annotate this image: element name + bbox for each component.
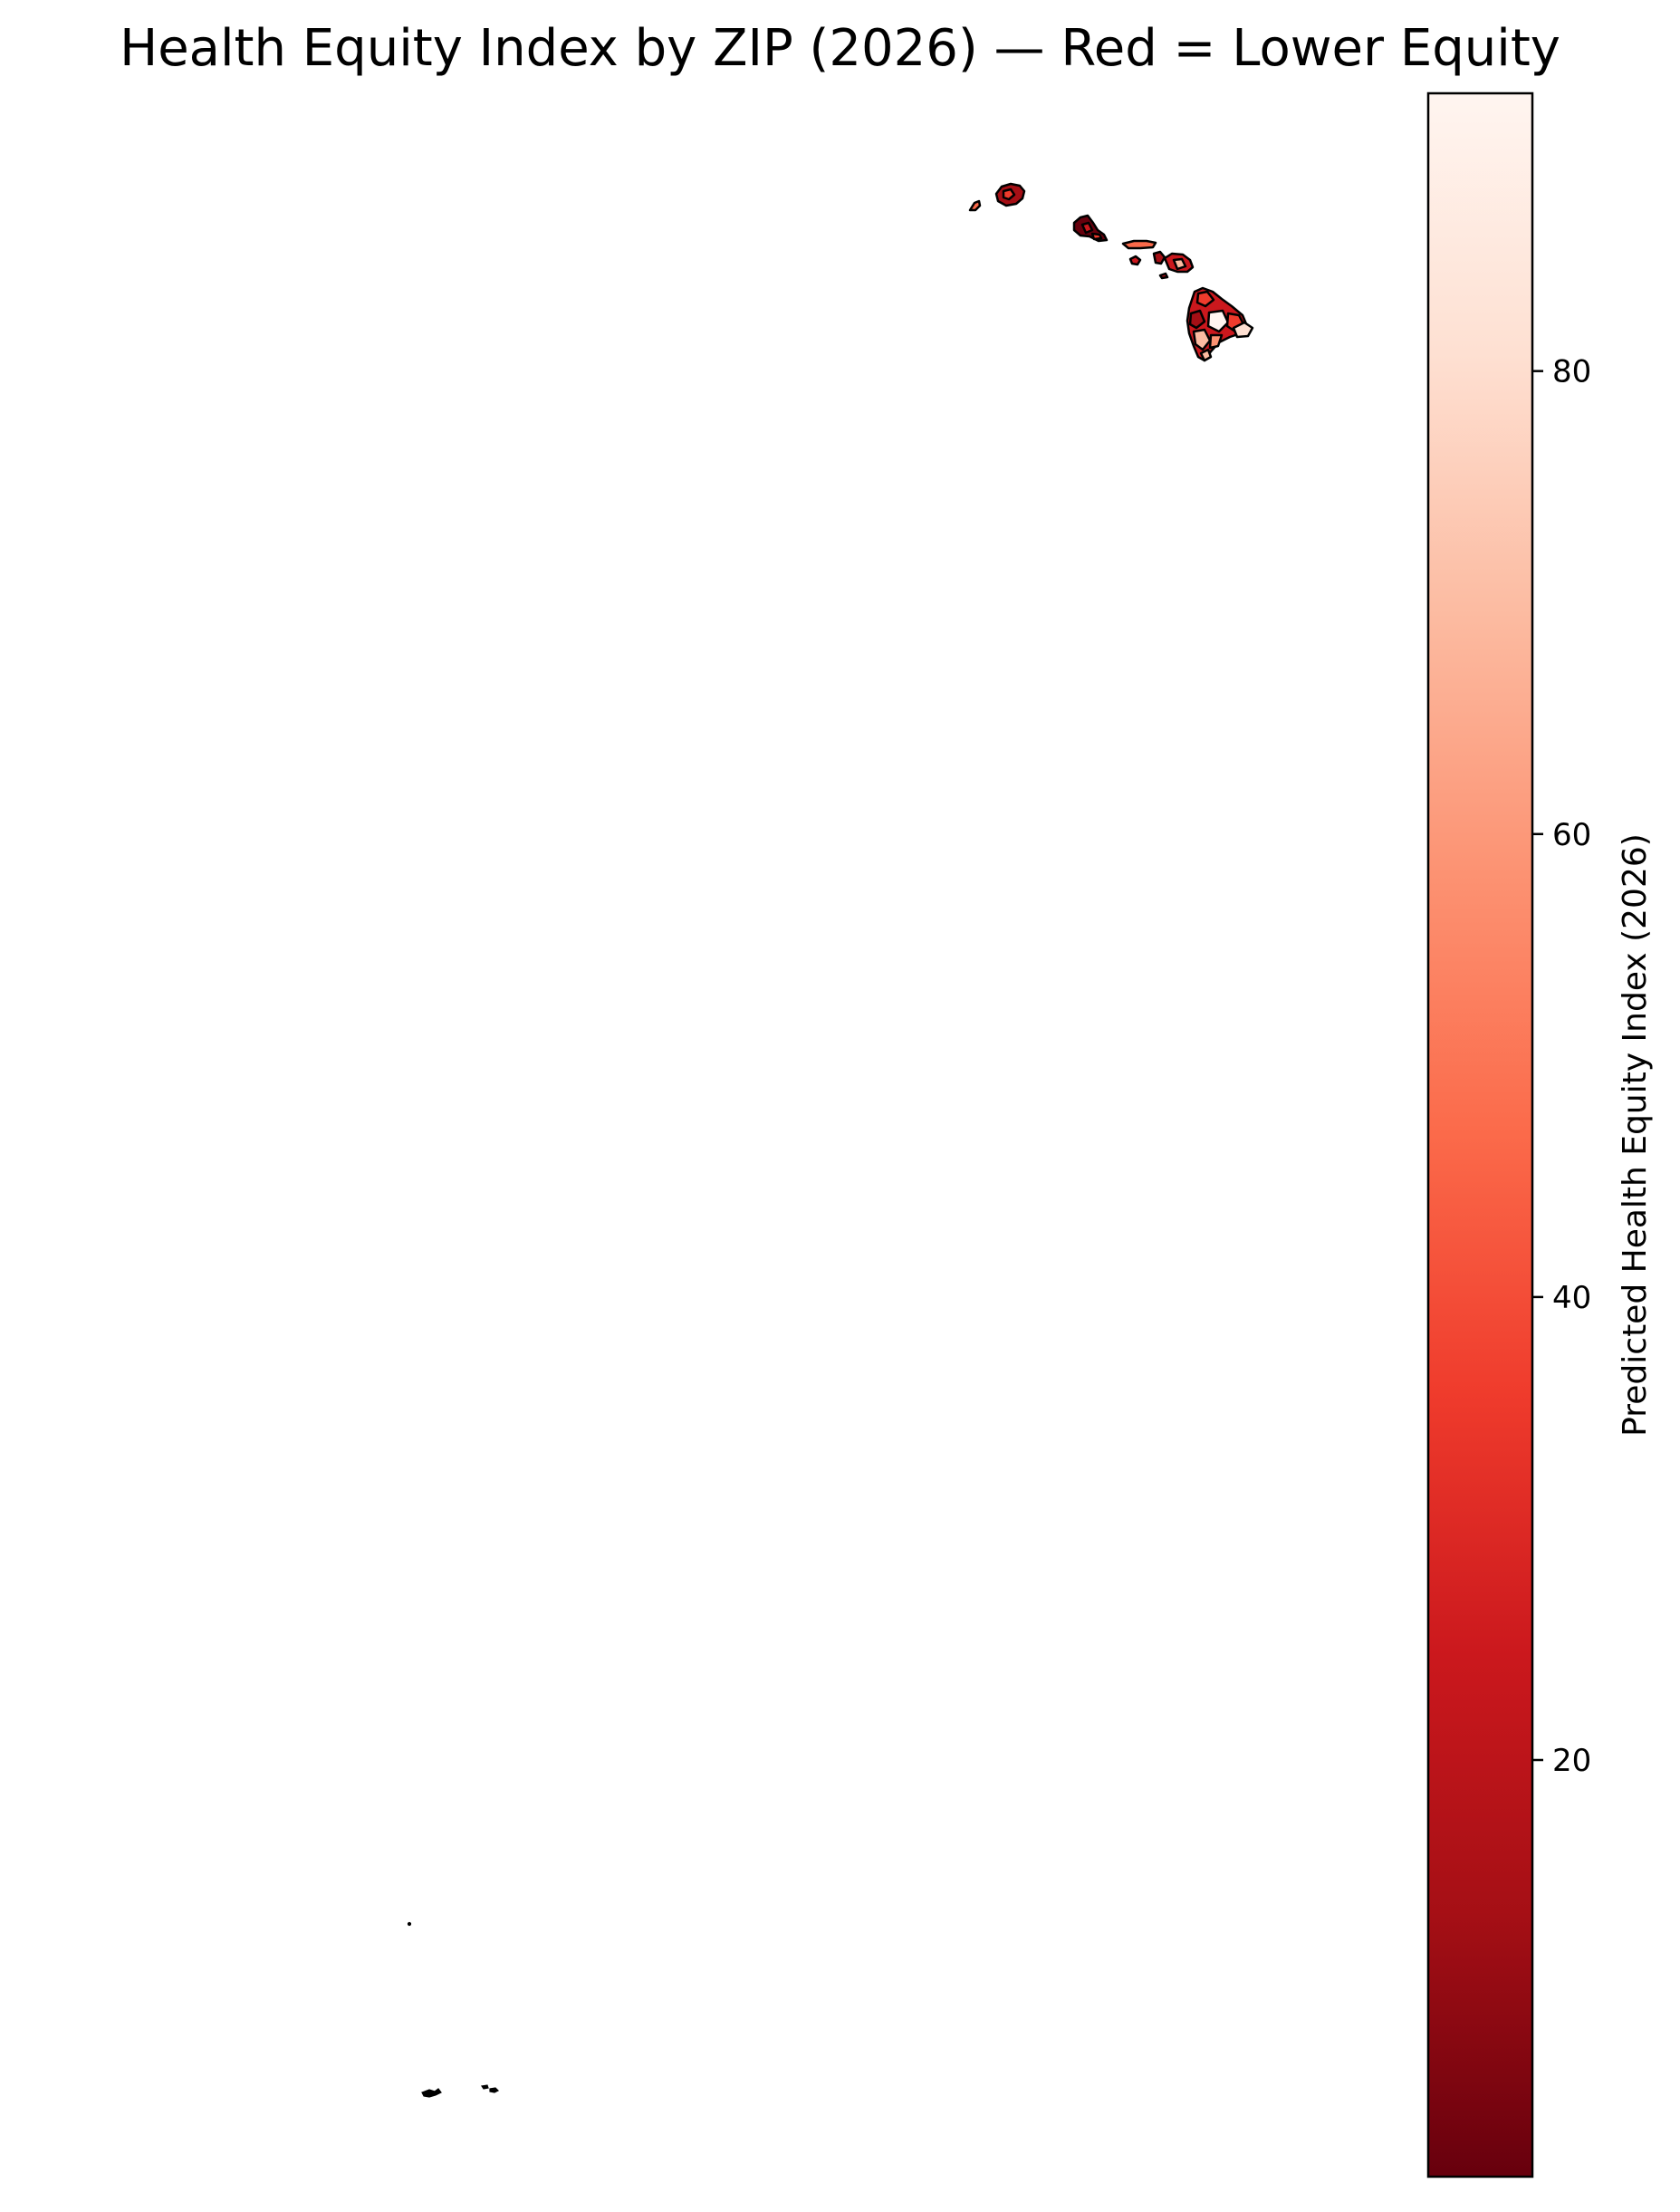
islet-speck[interactable] [480,2084,489,2090]
colorbar-gradient [1426,91,1534,2178]
islands-main [968,182,1254,362]
island-oahu[interactable] [1072,214,1109,243]
islet-speck[interactable] [421,2088,442,2098]
island-niihau[interactable] [968,199,982,212]
island-molokai[interactable] [1121,239,1157,250]
colorbar-label: Predicted Health Equity Index (2026) [1617,833,1654,1437]
island-lanai[interactable] [1128,255,1142,266]
colorbar: 20 40 60 80 Predicted Health Equity Index (… [1426,91,1654,2178]
island-kahoolawe[interactable] [1158,272,1169,280]
map-title: Health Equity Index by ZIP (2026) — Red … [120,19,1560,78]
island-hawaii[interactable] [1186,286,1254,362]
islet-speck[interactable] [407,1921,412,1927]
colorbar-tick-label: 20 [1552,1743,1591,1779]
islet-speck[interactable] [489,2087,500,2093]
island-kauai[interactable] [994,182,1026,207]
colorbar-tick-label: 80 [1552,354,1591,390]
island-maui[interactable] [1152,250,1195,274]
colorbar-ticks: 20 40 60 80 [1532,354,1591,1779]
islands-northwestern [407,1921,500,2098]
colorbar-tick-label: 60 [1552,817,1591,853]
colorbar-tick-label: 40 [1552,1280,1591,1316]
